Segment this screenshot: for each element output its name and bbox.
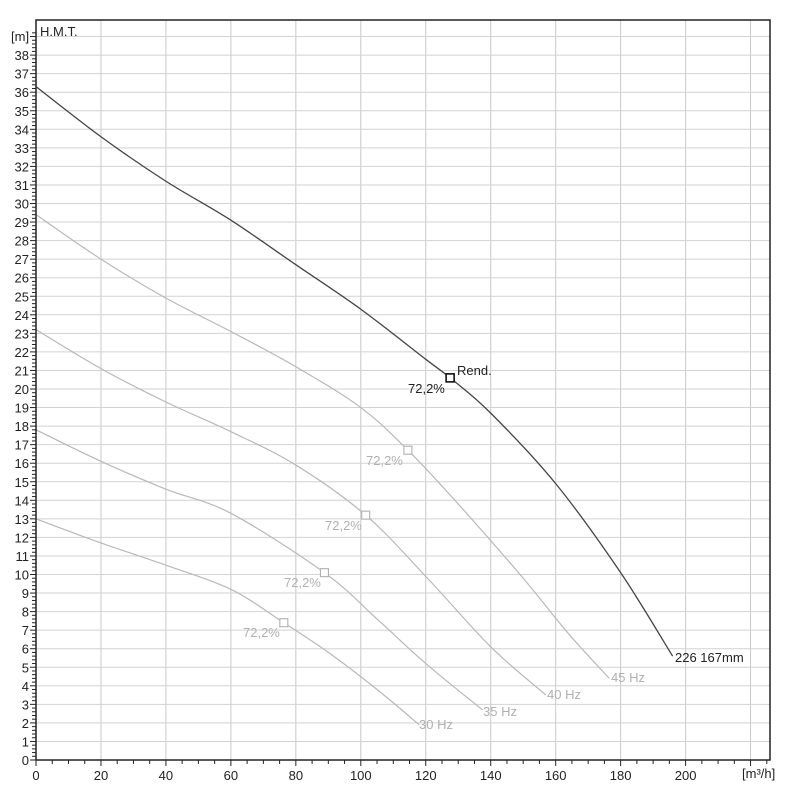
y-tick-label: 28 [15, 234, 29, 249]
y-axis-title: H.M.T. [40, 24, 78, 39]
y-tick-label: 32 [15, 159, 29, 174]
y-tick-label: 22 [15, 345, 29, 360]
pump-curves [35, 86, 674, 726]
curve-label-35hz: 35 Hz [483, 704, 517, 719]
y-tick-label: 1 [22, 734, 29, 749]
y-tick-label: 31 [15, 178, 29, 193]
curve-35-hz [35, 429, 483, 711]
y-axis-unit: [m] [11, 29, 29, 44]
efficiency-label-30hz: 72,2% [243, 625, 280, 640]
efficiency-point-marker [445, 373, 455, 383]
y-tick-label: 19 [15, 401, 29, 416]
y-tick-label: 0 [22, 753, 29, 768]
plot-frame [35, 19, 771, 761]
efficiency-markers [279, 373, 455, 628]
y-tick-label: 4 [22, 679, 29, 694]
y-tick-label: 2 [22, 716, 29, 731]
y-tick-label: 3 [22, 697, 29, 712]
x-tick-label: 0 [32, 768, 39, 783]
y-tick-label: 29 [15, 215, 29, 230]
y-tick-label: 35 [15, 104, 29, 119]
curve-label-45hz: 45 Hz [611, 670, 645, 685]
rend-label: Rend. [457, 363, 492, 378]
y-tick-label: 36 [15, 85, 29, 100]
efficiency-label-45hz: 72,2% [366, 453, 403, 468]
y-tick-label: 24 [15, 308, 29, 323]
efficiency-point-marker [319, 568, 329, 578]
y-tick-label: 17 [15, 438, 29, 453]
efficiency-point-marker [279, 618, 289, 628]
efficiency-label-35hz: 72,2% [284, 575, 321, 590]
main-efficiency-label: 72,2% [408, 381, 445, 396]
y-tick-label: 10 [15, 568, 29, 583]
y-tick-label: 25 [15, 289, 29, 304]
y-tick-label: 27 [15, 252, 29, 267]
y-tick-label: 8 [22, 605, 29, 620]
y-tick-label: 20 [15, 382, 29, 397]
x-axis-unit: [m³/h] [742, 766, 775, 781]
grid-lines [36, 20, 770, 760]
curve-label-40hz: 40 Hz [547, 687, 581, 702]
y-tick-label: 30 [15, 197, 29, 212]
y-tick-label: 6 [22, 642, 29, 657]
y-tick-label: 23 [15, 326, 29, 341]
y-tick-label: 16 [15, 456, 29, 471]
y-tick-label: 15 [15, 475, 29, 490]
y-tick-label: 11 [16, 549, 30, 564]
efficiency-label-40hz: 72,2% [325, 518, 362, 533]
main-curve-label: 226 167mm [675, 650, 744, 665]
axis-ticks [30, 32, 768, 766]
curve-226-167mm [35, 86, 674, 657]
y-tick-label: 9 [22, 586, 29, 601]
axis-tick-labels: 0123456789101112131415161718192021222324… [15, 48, 697, 783]
y-tick-label: 33 [15, 141, 29, 156]
x-tick-label: 60 [224, 768, 238, 783]
y-tick-label: 34 [15, 122, 29, 137]
curve-40-hz [35, 329, 547, 696]
efficiency-point-marker [403, 445, 413, 455]
y-tick-label: 7 [22, 623, 29, 638]
x-tick-label: 140 [480, 768, 502, 783]
curve-label-30hz: 30 Hz [419, 717, 453, 732]
y-tick-label: 12 [15, 530, 29, 545]
y-tick-label: 37 [15, 67, 29, 82]
y-tick-label: 26 [15, 271, 29, 286]
x-tick-label: 200 [675, 768, 697, 783]
x-tick-label: 120 [415, 768, 437, 783]
y-tick-label: 18 [15, 419, 29, 434]
curve-45-hz [35, 214, 610, 679]
y-tick-label: 14 [15, 493, 29, 508]
x-tick-label: 80 [289, 768, 303, 783]
y-tick-label: 5 [22, 660, 29, 675]
x-tick-label: 180 [610, 768, 632, 783]
x-tick-label: 40 [159, 768, 173, 783]
x-tick-label: 20 [94, 768, 108, 783]
x-tick-label: 160 [545, 768, 567, 783]
y-tick-label: 21 [15, 363, 29, 378]
efficiency-point-marker [361, 510, 371, 520]
x-tick-label: 100 [350, 768, 372, 783]
y-tick-label: 13 [15, 512, 29, 527]
curve-30-hz [35, 518, 420, 726]
y-tick-label: 38 [15, 48, 29, 63]
